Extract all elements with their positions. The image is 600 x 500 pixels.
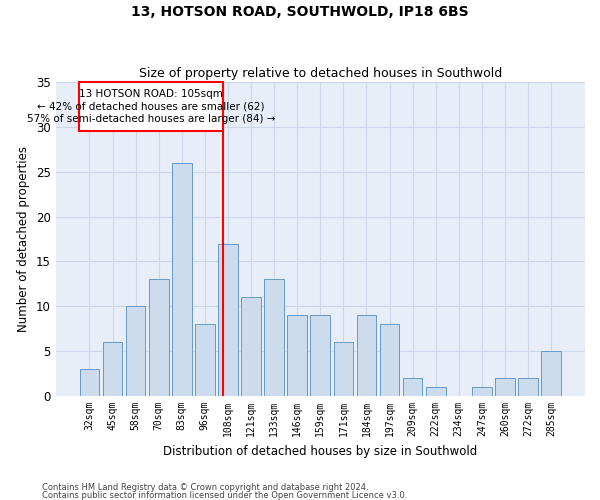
X-axis label: Distribution of detached houses by size in Southwold: Distribution of detached houses by size … — [163, 444, 478, 458]
Bar — [79, 82, 223, 132]
Text: Contains public sector information licensed under the Open Government Licence v3: Contains public sector information licen… — [42, 491, 407, 500]
Bar — [80, 369, 99, 396]
Bar — [265, 280, 284, 396]
Bar — [403, 378, 422, 396]
Bar — [103, 342, 122, 396]
Text: 13 HOTSON ROAD: 105sqm: 13 HOTSON ROAD: 105sqm — [79, 89, 223, 99]
Bar — [541, 351, 561, 396]
Text: Contains HM Land Registry data © Crown copyright and database right 2024.: Contains HM Land Registry data © Crown c… — [42, 484, 368, 492]
Bar — [472, 387, 491, 396]
Text: 57% of semi-detached houses are larger (84) →: 57% of semi-detached houses are larger (… — [26, 114, 275, 124]
Bar — [495, 378, 515, 396]
Bar — [334, 342, 353, 396]
Bar — [518, 378, 538, 396]
Y-axis label: Number of detached properties: Number of detached properties — [17, 146, 30, 332]
Bar — [172, 163, 191, 396]
Bar — [356, 316, 376, 396]
Bar — [149, 280, 169, 396]
Bar — [218, 244, 238, 396]
Bar — [195, 324, 215, 396]
Bar — [310, 316, 330, 396]
Bar — [126, 306, 145, 396]
Text: ← 42% of detached houses are smaller (62): ← 42% of detached houses are smaller (62… — [37, 102, 265, 112]
Bar — [426, 387, 446, 396]
Text: 13, HOTSON ROAD, SOUTHWOLD, IP18 6BS: 13, HOTSON ROAD, SOUTHWOLD, IP18 6BS — [131, 5, 469, 19]
Bar — [287, 316, 307, 396]
Bar — [380, 324, 400, 396]
Bar — [241, 298, 261, 396]
Title: Size of property relative to detached houses in Southwold: Size of property relative to detached ho… — [139, 66, 502, 80]
